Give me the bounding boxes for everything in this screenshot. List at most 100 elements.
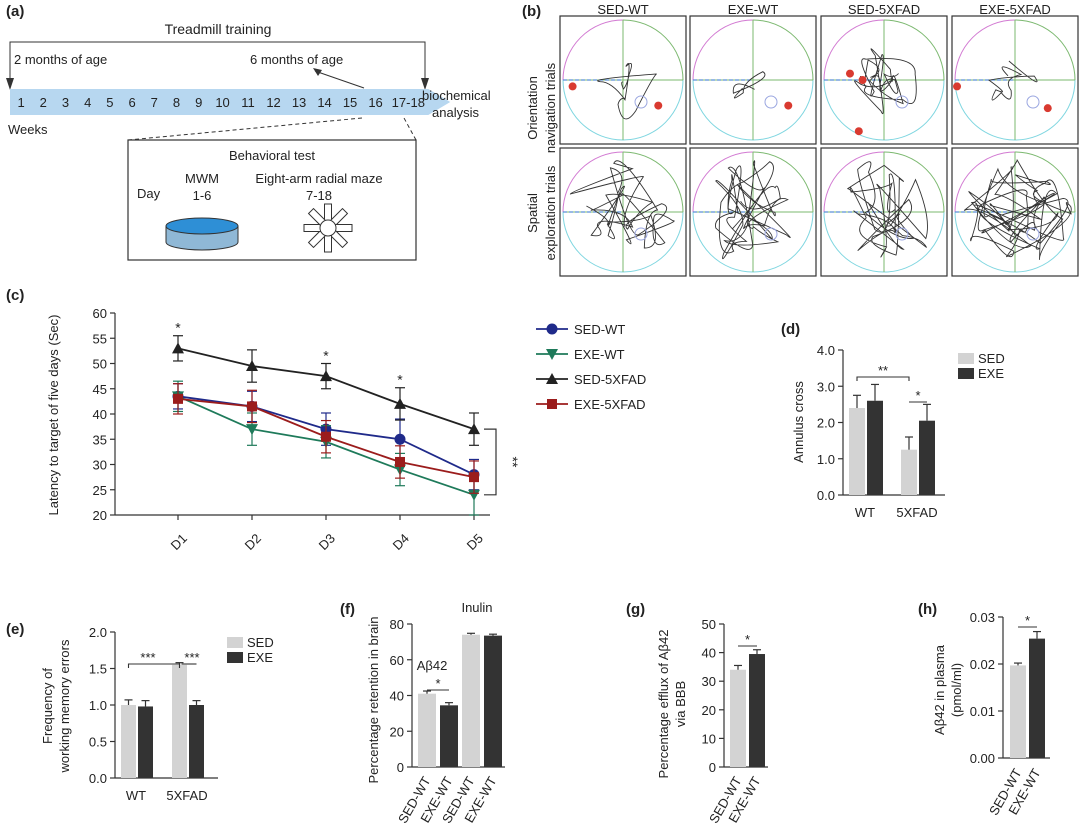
y-tick-label: 0.02 [970, 657, 995, 672]
y-tick-label: 50 [93, 357, 107, 372]
panel-e: (e) Frequency of working memory errors 0… [6, 621, 274, 803]
pool-quadrant-arc [752, 151, 814, 213]
sig-bracket-wt-5xfad [127, 663, 181, 668]
panel-f-label: (f) [340, 601, 355, 618]
y-tick-label: 40 [390, 689, 404, 704]
legend-marker [546, 349, 558, 360]
arrow-6-months-head [313, 68, 322, 76]
pool-quadrant-arc [883, 19, 945, 81]
y-tick-label: 55 [93, 331, 107, 346]
panel-g: (g) Percentage efflux of Aβ42 via BBB 0 1… [626, 601, 768, 826]
sig-bracket-wt-5xfad [856, 376, 910, 381]
panel-h-ylabel-2: (pmol/ml) [949, 663, 964, 717]
sig-star-d5: ** [505, 457, 521, 468]
start-point-dot [784, 101, 793, 110]
zoom-line-right [403, 117, 417, 141]
y-tick-label: 0.03 [970, 610, 995, 625]
pool-quadrant-arc [954, 151, 1016, 213]
sig-star: * [1025, 613, 1030, 628]
bar-exe-wt [440, 705, 458, 767]
latency-legend: SED-WT EXE-WT SED-5XFAD EXE-5XFAD [536, 322, 646, 412]
bar-wt-sed [121, 705, 136, 778]
pool-quadrant-arc [752, 19, 814, 81]
sig-stars-5xfad: *** [184, 650, 199, 665]
maze-label: Eight-arm radial maze [255, 171, 382, 186]
panel-e-ylabel-1: Frequency of [40, 668, 55, 744]
start-point-dot [654, 101, 663, 110]
bracket-arrow-right [421, 78, 429, 90]
series-exe-5xfad [173, 383, 479, 494]
zoom-line-left [127, 117, 363, 141]
week-17-18: 17-18 [392, 95, 425, 110]
week-8: 8 [173, 95, 180, 110]
y-tick-label: 2.0 [89, 625, 107, 640]
week-12: 12 [266, 95, 280, 110]
data-point-d4 [394, 397, 406, 409]
column-header-exe-wt: EXE-WT [728, 2, 779, 17]
panel-c: (c) Latency to target of five days (Sec)… [6, 287, 646, 553]
bar-sed-wt [730, 669, 746, 767]
sig-star-d4: * [397, 372, 403, 388]
panel-g-ylabel-2: via BBB [673, 681, 688, 727]
week-1: 1 [17, 95, 24, 110]
sig-star: * [745, 632, 750, 647]
group-label-inulin: Inulin [461, 600, 492, 615]
pool-quadrant-arc [692, 151, 754, 213]
legend-label-exe: EXE [247, 650, 273, 665]
bar-sed-wt [418, 693, 436, 767]
data-point-d3 [320, 370, 332, 382]
y-tick-label: 3.0 [817, 379, 835, 394]
week-14: 14 [317, 95, 331, 110]
y-tick-label: 50 [702, 617, 716, 632]
x-tick-label-5xfad: 5XFAD [166, 788, 207, 803]
panel-e-label: (e) [6, 621, 24, 638]
bar-wt-sed [849, 408, 865, 495]
panel-d-label: (d) [781, 321, 800, 338]
y-tick-label: 30 [93, 458, 107, 473]
legend-label-exe: EXE [978, 366, 1004, 381]
x-tick-label-d5: D5 [464, 531, 486, 553]
platform-marker [1026, 95, 1040, 109]
maze-track-r1-c2 [689, 15, 817, 145]
pool-quadrant-arc [823, 151, 885, 213]
training-bracket [9, 41, 426, 88]
column-header-exe-5xfad: EXE-5XFAD [979, 2, 1051, 17]
panel-c-label: (c) [6, 287, 24, 304]
behavioral-test-title: Behavioral test [229, 148, 315, 163]
panel-d-ylabel: Annulus cross [791, 381, 806, 463]
platform-marker [764, 95, 778, 109]
y-tick-label: 0.0 [817, 488, 835, 503]
y-tick-label: 45 [93, 382, 107, 397]
row-label-orientation-2: navigation trials [543, 62, 558, 153]
pool-quadrant-arc [883, 151, 945, 213]
y-tick-label: 1.5 [89, 662, 107, 677]
mwm-label: MWM [185, 171, 219, 186]
maze-track-grid [559, 15, 1079, 277]
maze-track-r1-c3 [820, 15, 948, 145]
data-point-d5 [468, 423, 480, 435]
panel-g-ylabel-1: Percentage efflux of Aβ42 [656, 630, 671, 779]
group-label-abeta42: Aβ42 [417, 658, 448, 673]
week-bar: 1 2 3 4 5 6 7 8 9 10 11 12 13 14 15 16 17-18 [10, 89, 451, 115]
x-tick-label-d4: D4 [390, 531, 412, 553]
data-point-d4 [394, 433, 406, 445]
panel-h: (h) Aβ42 in plasma (pmol/ml) 0.00 0.01 0.0… [918, 601, 1050, 818]
legend-swatch-exe [227, 652, 243, 663]
panel-e-ylabel-2: working memory errors [57, 639, 72, 773]
row-label-orientation-1: Orientation [525, 76, 540, 140]
maze-column-headers: SED-WT EXE-WT SED-5XFAD EXE-5XFAD [597, 2, 1050, 17]
pool-quadrant-arc [562, 151, 624, 213]
column-header-sed-5xfad: SED-5XFAD [848, 2, 920, 17]
legend-swatch-sed [958, 353, 974, 364]
swim-trace [715, 160, 791, 260]
pool-quadrant-arc [622, 19, 684, 81]
start-point-dot [568, 82, 577, 91]
platform-marker [1026, 227, 1040, 241]
swim-trace [597, 62, 657, 120]
panel-a-label: (a) [6, 3, 24, 20]
bar-5xfad-exe [189, 705, 204, 778]
start-point-dot [854, 127, 863, 136]
